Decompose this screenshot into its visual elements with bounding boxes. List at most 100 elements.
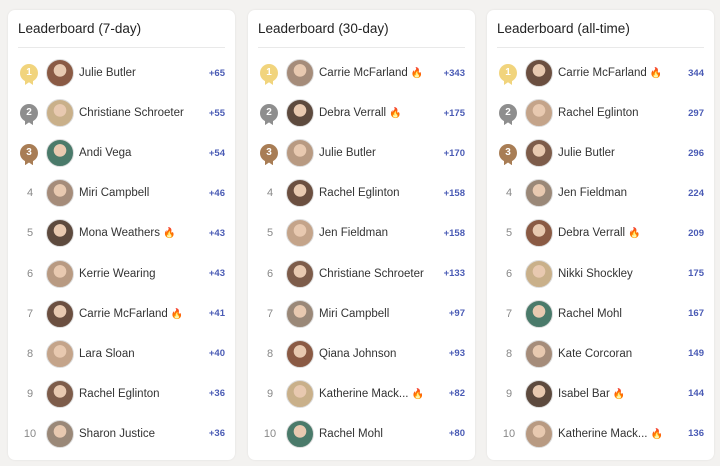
avatar[interactable]	[286, 419, 314, 448]
avatar[interactable]	[525, 219, 553, 248]
list-item[interactable]: 1 Julie Butler +65	[8, 53, 235, 93]
list-item[interactable]: 7 Miri Campbell +97	[248, 294, 475, 334]
score: +97	[448, 308, 465, 320]
list-item[interactable]: 5 Debra Verrall 🔥 209	[487, 213, 714, 253]
list-item[interactable]: 9 Isabel Bar 🔥 144	[487, 374, 714, 414]
list-item[interactable]: 6 Christiane Schroeter +133	[248, 254, 475, 294]
list-item[interactable]: 4 Jen Fieldman 224	[487, 173, 714, 213]
list-item[interactable]: 4 Rachel Eglinton +158	[248, 173, 475, 213]
avatar[interactable]	[286, 219, 314, 248]
member-name[interactable]: Julie Butler	[558, 147, 615, 160]
avatar[interactable]	[525, 99, 553, 128]
avatar[interactable]	[286, 259, 314, 288]
list-item[interactable]: 10 Sharon Justice +36	[8, 414, 235, 454]
member-name[interactable]: Isabel Bar 🔥	[558, 387, 626, 400]
card-title: Leaderboard (7-day)	[18, 21, 142, 36]
list-item[interactable]: 3 Julie Butler 296	[487, 133, 714, 173]
avatar[interactable]	[525, 139, 553, 168]
member-name[interactable]: Julie Butler	[79, 67, 136, 79]
avatar[interactable]	[46, 219, 74, 248]
list-item[interactable]: 4 Miri Campbell +46	[8, 173, 235, 213]
avatar[interactable]	[46, 419, 74, 448]
avatar[interactable]	[286, 99, 314, 128]
member-name[interactable]: Katherine Mack... 🔥	[319, 387, 424, 400]
list-item[interactable]: 7 Carrie McFarland 🔥 +41	[8, 294, 235, 334]
avatar[interactable]	[286, 339, 314, 368]
list-item[interactable]: 2 Rachel Eglinton 297	[487, 93, 714, 133]
list-item[interactable]: 10 Katherine Mack... 🔥 136	[487, 414, 714, 454]
list-item[interactable]: 3 Andi Vega +54	[8, 133, 235, 173]
avatar[interactable]	[525, 339, 553, 368]
avatar[interactable]	[286, 299, 314, 328]
member-name[interactable]: Carrie McFarland 🔥	[319, 67, 424, 79]
member-name[interactable]: Miri Campbell	[319, 307, 390, 320]
member-name[interactable]: Nikki Shockley	[558, 267, 633, 280]
list-item[interactable]: 5 Mona Weathers 🔥 +43	[8, 213, 235, 253]
avatar[interactable]	[46, 59, 74, 87]
member-name[interactable]: Kerrie Wearing	[79, 267, 156, 280]
score: +40	[208, 348, 225, 360]
rank: 1	[260, 64, 278, 82]
list-item[interactable]: 7 Rachel Mohl 167	[487, 294, 714, 334]
avatar[interactable]	[525, 259, 553, 288]
list-item[interactable]: 9 Rachel Eglinton +36	[8, 374, 235, 414]
list-item[interactable]: 9 Katherine Mack... 🔥 +82	[248, 374, 475, 414]
member-name[interactable]: Mona Weathers 🔥	[79, 227, 176, 240]
member-name[interactable]: Christiane Schroeter	[79, 107, 184, 120]
member-name[interactable]: Jen Fieldman	[319, 227, 389, 240]
member-name[interactable]: Debra Verrall 🔥	[558, 227, 641, 240]
list-item[interactable]: 2 Christiane Schroeter +55	[8, 93, 235, 133]
avatar[interactable]	[286, 179, 314, 208]
member-name[interactable]: Lara Sloan	[79, 347, 135, 360]
member-name[interactable]: Andi Vega	[79, 147, 132, 160]
member-name[interactable]: Rachel Mohl	[319, 427, 383, 440]
member-name[interactable]: Miri Campbell	[79, 187, 150, 200]
avatar[interactable]	[46, 339, 74, 368]
avatar[interactable]	[525, 299, 553, 328]
list-item[interactable]: 8 Kate Corcoran 149	[487, 334, 714, 374]
avatar[interactable]	[46, 299, 74, 328]
member-name[interactable]: Christiane Schroeter	[319, 267, 424, 280]
member-name[interactable]: Qiana Johnson	[319, 347, 397, 360]
list-item[interactable]: 1 Carrie McFarland 🔥 344	[487, 53, 714, 93]
list-item[interactable]: 5 Jen Fieldman +158	[248, 213, 475, 253]
avatar[interactable]	[46, 99, 74, 128]
member-name[interactable]: Rachel Eglinton	[79, 387, 160, 400]
member-name[interactable]: Carrie McFarland 🔥	[558, 67, 663, 79]
list-item[interactable]: 1 Carrie McFarland 🔥 +343	[248, 53, 475, 93]
avatar[interactable]	[46, 259, 74, 288]
medal-icon: 3	[20, 144, 38, 166]
rank: 5	[266, 227, 274, 240]
avatar[interactable]	[46, 379, 74, 408]
list-item[interactable]: 8 Qiana Johnson +93	[248, 334, 475, 374]
avatar[interactable]	[525, 59, 553, 87]
avatar[interactable]	[46, 139, 74, 168]
member-name[interactable]: Carrie McFarland 🔥	[79, 307, 184, 320]
score: +93	[448, 348, 465, 360]
member-name[interactable]: Rachel Mohl	[558, 307, 622, 320]
member-name[interactable]: Debra Verrall 🔥	[319, 107, 402, 120]
avatar[interactable]	[286, 139, 314, 168]
list-item[interactable]: 2 Debra Verrall 🔥 +175	[248, 93, 475, 133]
member-name[interactable]: Rachel Eglinton	[558, 107, 639, 120]
member-name[interactable]: Katherine Mack... 🔥	[558, 427, 663, 440]
avatar[interactable]	[525, 419, 553, 448]
avatar[interactable]	[286, 379, 314, 408]
member-name[interactable]: Kate Corcoran	[558, 347, 633, 360]
list-item[interactable]: 8 Lara Sloan +40	[8, 334, 235, 374]
avatar[interactable]	[525, 179, 553, 208]
avatar[interactable]	[286, 59, 314, 87]
member-name[interactable]: Jen Fieldman	[558, 187, 628, 200]
score: +55	[208, 107, 225, 119]
score: +158	[443, 227, 465, 239]
list-item[interactable]: 6 Nikki Shockley 175	[487, 254, 714, 294]
list-item[interactable]: 6 Kerrie Wearing +43	[8, 254, 235, 294]
member-name[interactable]: Sharon Justice	[79, 427, 156, 440]
score: +41	[208, 308, 225, 320]
avatar[interactable]	[46, 179, 74, 208]
list-item[interactable]: 3 Julie Butler +170	[248, 133, 475, 173]
list-item[interactable]: 10 Rachel Mohl +80	[248, 414, 475, 454]
member-name[interactable]: Julie Butler	[319, 147, 376, 160]
member-name[interactable]: Rachel Eglinton	[319, 187, 400, 200]
avatar[interactable]	[525, 379, 553, 408]
